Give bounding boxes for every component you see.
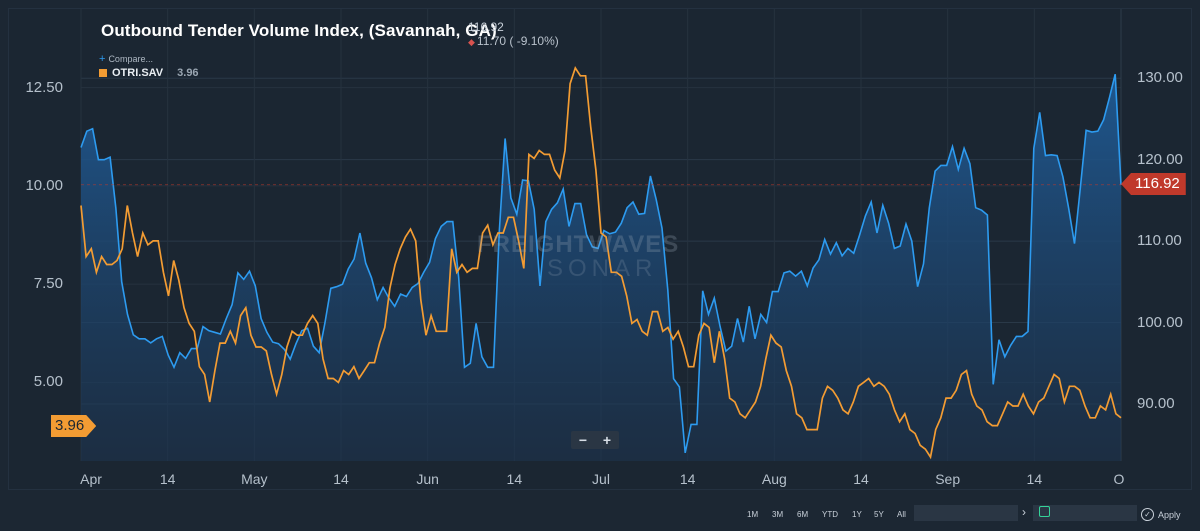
legend-swatch [99, 69, 107, 77]
check-icon: ✓ [1141, 508, 1154, 521]
area-layer [81, 74, 1121, 461]
start-date-input[interactable] [914, 505, 1018, 521]
calendar-icon[interactable] [1039, 506, 1050, 517]
change-text: 11.70 ( -9.10%) [476, 34, 559, 48]
x-tick-label: 14 [853, 471, 869, 487]
current-value: 116.92 [468, 20, 504, 34]
left-tick-label: 12.50 [25, 78, 63, 96]
apply-label: Apply [1158, 509, 1181, 520]
legend-series-label: OTRI.SAV [112, 67, 164, 79]
right-tick-label: 130.00 [1137, 69, 1183, 87]
apply-button[interactable]: ✓ Apply [1141, 508, 1181, 521]
range-button-ytd[interactable]: YTD [822, 510, 838, 519]
right-tick-label: 120.00 [1137, 150, 1183, 168]
x-tick-label: Jul [592, 471, 610, 487]
otvi-line [80, 74, 1122, 454]
last-value-badge-right: 116.92 [1121, 173, 1186, 195]
zoom-control: − + [571, 431, 619, 449]
x-tick-label: Apr [80, 471, 102, 487]
x-tick-label: 14 [679, 471, 696, 487]
range-button-5y[interactable]: 5Y [874, 510, 884, 519]
x-tick-label: 14 [159, 471, 176, 487]
range-button-1y[interactable]: 1Y [852, 510, 862, 519]
x-tick-label: 14 [1026, 471, 1043, 487]
x-tick-label: 14 [506, 471, 523, 487]
chart-canvas [80, 9, 1122, 461]
compare-button[interactable]: + Compare... [99, 53, 153, 65]
zoom-in-button[interactable]: + [602, 432, 612, 448]
line-layer [80, 66, 1122, 460]
compare-label: Compare... [108, 54, 153, 64]
watermark-sonar: SONAR [547, 255, 658, 282]
chart-panel: FREIGHTWAVES SONAR Outbound Tender Volum… [8, 8, 1192, 490]
plus-icon: + [99, 53, 106, 65]
x-tick-label: 14 [333, 471, 349, 487]
left-tick-label: 5.00 [33, 373, 63, 391]
x-tick-label: Sep [935, 471, 961, 487]
range-toolbar: 1M 3M 6M YTD 1Y 5Y All › ✓ Apply [0, 496, 1200, 531]
legend-series-value: 3.96 [177, 67, 199, 79]
x-tick-label: O [1113, 471, 1125, 487]
chevron-right-icon: › [1022, 505, 1026, 519]
watermark-freightwaves: FREIGHTWAVES [477, 231, 680, 258]
range-button-6m[interactable]: 6M [797, 510, 809, 519]
otvi-area [81, 74, 1121, 461]
x-tick-label: May [241, 471, 268, 487]
legend-otri[interactable]: OTRI.SAV 3.96 [99, 67, 199, 79]
right-tick-label: 110.00 [1137, 232, 1182, 250]
right-tick-label: 90.00 [1137, 394, 1175, 412]
down-triangle-icon: ◆ [468, 37, 475, 47]
right-tick-label: 100.00 [1137, 313, 1183, 331]
end-date-input[interactable] [1033, 505, 1137, 521]
last-value-badge-left: 3.96 [51, 415, 96, 437]
chart-title: Outbound Tender Volume Index, (Savannah,… [101, 21, 497, 40]
range-button-1m[interactable]: 1M [747, 510, 759, 519]
left-tick-label: 7.50 [33, 275, 63, 293]
left-tick-label: 10.00 [25, 176, 63, 194]
change-value: ◆ 11.70 ( -9.10%) [468, 34, 559, 48]
range-button-3m[interactable]: 3M [772, 510, 784, 519]
otri-line [80, 66, 1122, 460]
zoom-out-button[interactable]: − [578, 432, 588, 448]
x-tick-label: Jun [416, 471, 439, 487]
range-button-all[interactable]: All [897, 510, 906, 519]
x-tick-label: Aug [761, 471, 787, 487]
